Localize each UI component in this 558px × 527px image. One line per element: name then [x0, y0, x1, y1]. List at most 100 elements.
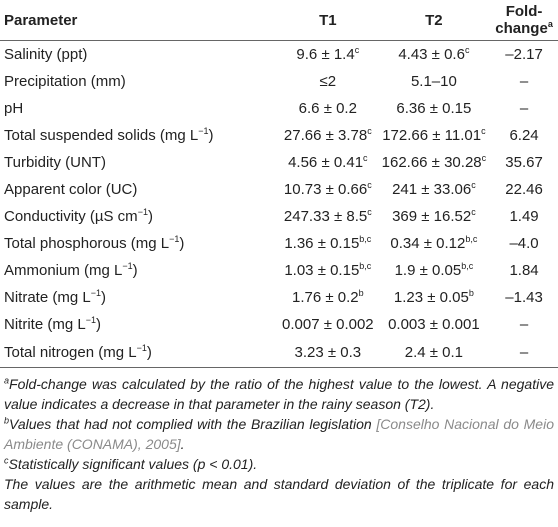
text: – — [519, 100, 529, 117]
superscript: −1 — [90, 288, 101, 298]
superscript: c — [367, 180, 372, 190]
table-cell: Apparent color (UC) — [0, 176, 278, 203]
text: 10.73 ± 0.66 — [283, 181, 368, 198]
text: 247.33 ± 8.5 — [283, 208, 368, 225]
superscript: c — [481, 126, 486, 136]
table-row: Nitrite (mg L−1) 0.007 ± 0.002 0.003 ± 0.0… — [0, 311, 558, 338]
text: pH — [4, 100, 24, 117]
table-cell: 35.67 — [490, 149, 558, 176]
table-cell: 1.36 ± 0.15b,c — [278, 230, 378, 257]
text: 6.36 ± 0.15 — [396, 100, 472, 117]
table-cell: –2.17 — [490, 41, 558, 69]
text: Total nitrogen (mg L — [4, 344, 137, 361]
superscript: −1 — [136, 343, 147, 353]
text: ) — [132, 262, 138, 279]
text: 0.003 ± 0.001 — [388, 316, 480, 333]
table-cell: – — [490, 311, 558, 338]
superscript: a — [547, 19, 553, 29]
text: Statistically significant values (p < 0.… — [8, 456, 258, 472]
table-body: Salinity (ppt) 9.6 ± 1.4c 4.43 ± 0.6c –2.17… — [0, 41, 558, 368]
table-cell: Salinity (ppt) — [0, 41, 278, 69]
table-cell: 241 ± 33.06c — [378, 176, 490, 203]
text: Nitrite (mg L — [4, 316, 86, 333]
table-cell: 0.007 ± 0.002 — [278, 311, 378, 338]
table-cell: 22.46 — [490, 176, 558, 203]
superscript: a — [4, 375, 10, 386]
superscript: −1 — [85, 315, 96, 325]
text: 35.67 — [505, 154, 543, 171]
table-cell: 1.76 ± 0.2b — [278, 284, 378, 311]
superscript: −1 — [122, 261, 133, 271]
text: Ammonium (mg L — [4, 262, 123, 279]
footnote: cStatistically significant values (p < 0… — [4, 454, 554, 474]
table-cell: ≤2 — [278, 68, 378, 95]
table-cell: –4.0 — [490, 230, 558, 257]
text: 369 ± 16.52 — [392, 208, 472, 225]
superscript: −1 — [169, 234, 180, 244]
footnotes: aFold-change was calculated by the ratio… — [0, 368, 558, 514]
header-row: Parameter T1 T2 Fold-changea — [0, 0, 558, 41]
table-cell: 1.03 ± 0.15b,c — [278, 257, 378, 284]
table-cell: – — [490, 338, 558, 368]
text: Parameter — [4, 11, 78, 29]
text: ) — [147, 208, 153, 225]
table-cell: Nitrite (mg L−1) — [0, 311, 278, 338]
table-cell: 369 ± 16.52c — [378, 203, 490, 230]
superscript: c — [367, 207, 372, 217]
footnote: aFold-change was calculated by the ratio… — [4, 374, 554, 414]
text: Salinity (ppt) — [4, 46, 88, 63]
table-cell: 0.003 ± 0.001 — [378, 311, 490, 338]
superscript: c — [354, 45, 360, 55]
superscript: c — [471, 180, 476, 190]
superscript: b — [4, 415, 10, 426]
superscript: b,c — [359, 234, 372, 244]
text: 1.49 — [509, 208, 539, 225]
table-row: Total phosphorous (mg L−1) 1.36 ± 0.15b,c… — [0, 230, 558, 257]
text: – — [519, 316, 529, 333]
table-cell: pH — [0, 95, 278, 122]
text: ) — [179, 235, 185, 252]
superscript: b — [358, 288, 364, 298]
text: –2.17 — [505, 46, 543, 63]
text: Precipitation (mm) — [4, 73, 126, 90]
footnote: The values are the arithmetic mean and s… — [4, 474, 554, 514]
table-cell: 0.34 ± 0.12b,c — [378, 230, 490, 257]
text: T2 — [425, 11, 443, 29]
text: 0.007 ± 0.002 — [282, 316, 374, 333]
table-row: Apparent color (UC) 10.73 ± 0.66c 241 ± 33… — [0, 176, 558, 203]
text: 1.03 ± 0.15 — [284, 262, 360, 279]
text: T1 — [319, 11, 337, 29]
text: Fold-change was calculated by the ratio … — [4, 376, 554, 412]
table-row: Total nitrogen (mg L−1) 3.23 ± 0.3 2.4 ± 0… — [0, 338, 558, 368]
table-row: Conductivity (µS cm−1) 247.33 ± 8.5c 369 ±… — [0, 203, 558, 230]
text: 241 ± 33.06 — [392, 181, 472, 198]
superscript: c — [367, 126, 372, 136]
text: –4.0 — [509, 235, 539, 252]
text: 1.36 ± 0.15 — [284, 235, 360, 252]
text: 22.46 — [505, 181, 543, 198]
table-cell: 9.6 ± 1.4c — [278, 41, 378, 69]
text: 1.23 ± 0.05 — [393, 289, 469, 306]
table-row: Total suspended solids (mg L−1) 27.66 ± 3… — [0, 122, 558, 149]
header-cell: T1 — [278, 0, 378, 41]
table-cell: Ammonium (mg L−1) — [0, 257, 278, 284]
text: Values that had not complied with the Br… — [9, 416, 377, 432]
table-cell: Total nitrogen (mg L−1) — [0, 338, 278, 368]
table-cell: –1.43 — [490, 284, 558, 311]
text: . — [180, 436, 185, 452]
text: 27.66 ± 3.78 — [283, 127, 368, 144]
text: Total phosphorous (mg L — [4, 235, 170, 252]
text: – — [519, 73, 529, 90]
text: 1.76 ± 0.2 — [292, 289, 359, 306]
table-cell: 172.66 ± 11.01c — [378, 122, 490, 149]
table-cell: 4.43 ± 0.6c — [378, 41, 490, 69]
table-cell: 4.56 ± 0.41c — [278, 149, 378, 176]
superscript: b,c — [465, 234, 478, 244]
superscript: c — [363, 153, 368, 163]
table-row: Precipitation (mm) ≤2 5.1–10 – — [0, 68, 558, 95]
text: ) — [95, 316, 101, 333]
table-row: Salinity (ppt) 9.6 ± 1.4c 4.43 ± 0.6c –2.17 — [0, 41, 558, 69]
table-cell: Precipitation (mm) — [0, 68, 278, 95]
table-cell: – — [490, 95, 558, 122]
